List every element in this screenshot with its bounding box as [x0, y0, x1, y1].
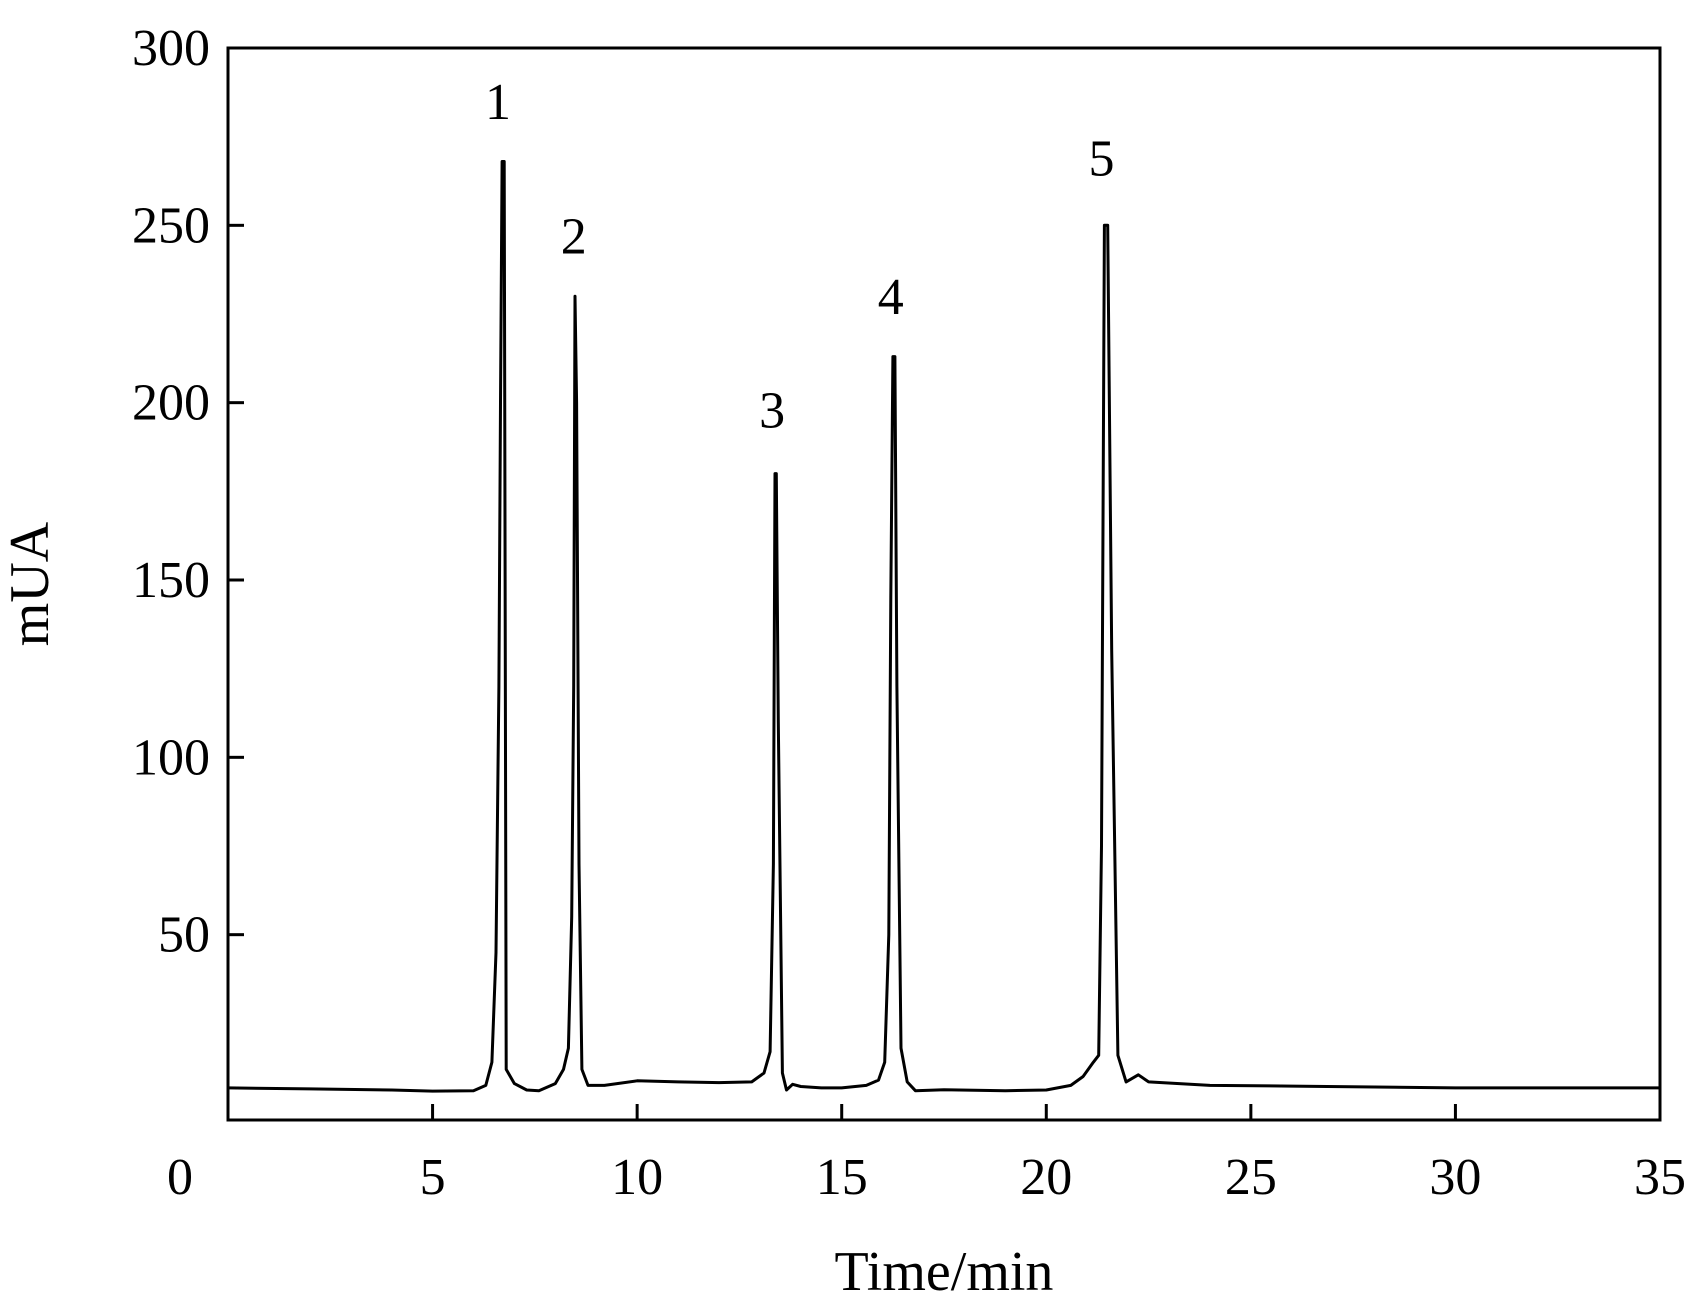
x-axis-origin-label: 0	[167, 1149, 193, 1206]
y-axis-title: mUA	[0, 521, 61, 646]
plot-area: 50 100 150 200 250 300 5 10 15 20 25 30 35 1 2 3 4 5	[132, 20, 1686, 1206]
x-tick-label: 25	[1225, 1149, 1277, 1206]
y-tick-label: 300	[132, 20, 210, 77]
x-tick-label: 15	[816, 1149, 868, 1206]
x-tick-label: 30	[1429, 1149, 1481, 1206]
peak-labels: 1 2 3 4 5	[485, 74, 1114, 440]
y-tick-label: 250	[132, 197, 210, 254]
peak-label-2: 2	[561, 209, 587, 266]
chromatogram-trace	[226, 160, 1662, 1093]
peak-label-5: 5	[1089, 131, 1115, 188]
x-axis-ticks: 5 10 15 20 25 30 35	[420, 1104, 1686, 1206]
x-tick-label: 20	[1020, 1149, 1072, 1206]
peak-label-1: 1	[485, 74, 511, 131]
x-tick-label: 10	[611, 1149, 663, 1206]
x-tick-label: 35	[1634, 1149, 1686, 1206]
y-axis-ticks: 50 100 150 200 250 300	[132, 20, 244, 964]
y-tick-label: 50	[158, 907, 210, 964]
y-tick-label: 200	[132, 375, 210, 432]
plot-frame	[226, 46, 1662, 1122]
y-tick-label: 150	[132, 552, 210, 609]
peak-label-4: 4	[878, 269, 904, 326]
y-tick-label: 100	[132, 729, 210, 786]
x-tick-label: 5	[420, 1149, 446, 1206]
peak-label-3: 3	[759, 382, 785, 439]
x-axis-title: Time/min	[835, 1241, 1054, 1303]
